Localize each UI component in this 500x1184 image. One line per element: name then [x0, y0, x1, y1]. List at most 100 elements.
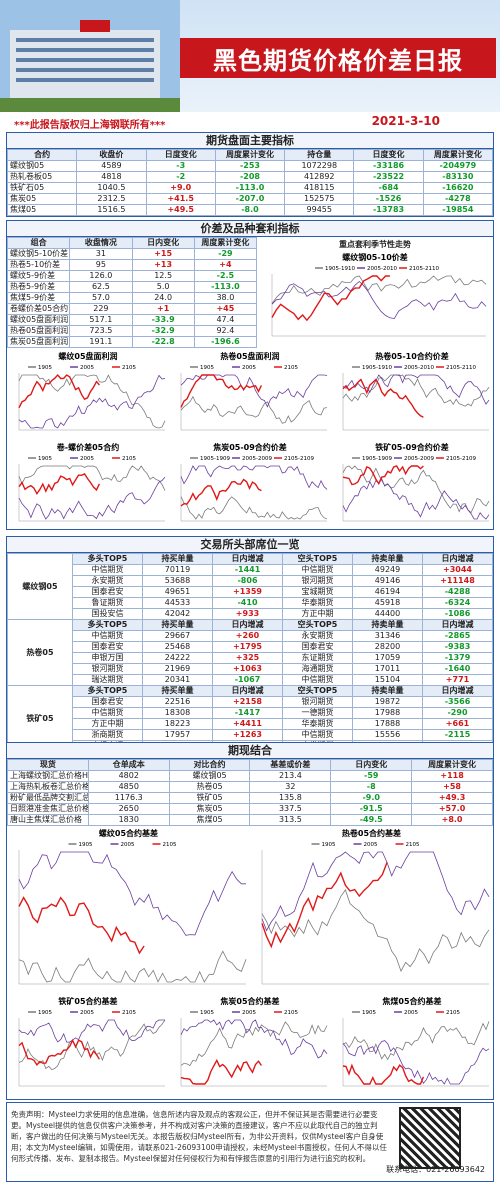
mini-chart: 热卷05合约基差 1905 2005 2105: [261, 828, 490, 985]
cell: +1263: [212, 729, 283, 741]
section-title: 期现结合: [7, 743, 493, 759]
header-cell: 日内增减: [422, 553, 493, 565]
cell: +933: [212, 608, 283, 620]
cell: 17988: [352, 707, 423, 719]
legend-label: 1905: [79, 842, 93, 848]
cell: -19854: [422, 204, 494, 216]
header-cell: 日内增减: [212, 619, 283, 631]
cell: 19872: [352, 696, 423, 708]
cell: -196.6: [193, 336, 258, 348]
header-cell: 收盘价: [76, 149, 147, 161]
cell: 1072298: [284, 160, 355, 172]
decor-line: [342, 477, 490, 520]
cell: 国泰君安: [72, 641, 143, 653]
seasonal-title: 重点套利季节性走势: [339, 240, 411, 249]
cell: -207.0: [214, 193, 286, 205]
cell: 华泰期货: [282, 597, 353, 609]
chart-title: 螺纹05盘面利润: [58, 351, 117, 361]
footer: 免责声明：Mysteel力求使用的信息准确，信息所述内容及观点的客观公正，但并不…: [6, 1102, 494, 1182]
legend-label: 1905-1910: [362, 365, 392, 371]
decor-line: [18, 374, 166, 429]
cell: 44400: [352, 608, 423, 620]
decor-line: [342, 374, 490, 405]
cell: 17888: [352, 718, 423, 730]
cell: 焦煤5-9价差: [6, 292, 71, 304]
cell: 418115: [284, 182, 355, 194]
header-cell: 现货: [7, 759, 89, 771]
mini-chart: 螺纹05盘面利润 1905 2005 2105: [18, 351, 166, 431]
decor-line: [271, 275, 487, 304]
cell: +9.0: [145, 182, 216, 194]
futures-table: 合约 收盘价 日度变化 周度累计变化 持仓量 日度变化 周度累计变化 螺纹钢05 4589 -3-…: [6, 149, 494, 216]
chart-title: 焦炭05合约基差: [219, 996, 279, 1006]
header-cell: 周度累计变化: [193, 237, 258, 249]
chart-title: 螺纹钢05-10价差: [342, 252, 408, 262]
cell: -4278: [422, 193, 494, 205]
cell: -16620: [422, 182, 494, 194]
cell: 4589: [76, 160, 147, 172]
legend-label: 1905-1910: [325, 266, 355, 272]
legend-label: 2005: [364, 842, 378, 848]
row: 上海螺纹钢汇总价格HRB400，20mm4802螺纹钢05213.4-59+11…: [7, 770, 493, 782]
cell: -59: [330, 770, 413, 782]
group-name: 热卷05: [7, 619, 73, 686]
header: 黑色期货价格价差日报: [0, 0, 500, 112]
cell: -6324: [422, 597, 493, 609]
cell: +15: [131, 248, 195, 260]
legend-label: 2105: [446, 1010, 460, 1016]
cell: 517.1: [69, 314, 133, 326]
cell: -23522: [353, 171, 424, 183]
legend-label: 2005: [242, 1010, 256, 1016]
row: 中信期货 70119 -1441 中信期货 49249 +3044: [8, 564, 493, 576]
cell: +45: [193, 303, 258, 315]
row: 永安期货 53688 -806 银河期货 49146 +11148: [8, 575, 493, 587]
copyright: ***此报告版权归上海钢联所有***: [14, 120, 166, 131]
row: 焦炭05 2312.5 +41.5 -207.0 152575 -1526 -4278: [6, 193, 494, 205]
section-title: 交易所头部席位一览: [7, 537, 493, 553]
chart-title: 热卷05-10合约价差: [375, 351, 449, 361]
decor-line: [261, 862, 388, 949]
legend-label: 2105: [122, 365, 136, 371]
cell: -208: [214, 171, 286, 183]
legend-label: 1905: [38, 1010, 52, 1016]
row: 方正中期 18223 +4411 华泰期货 17888 +661: [8, 718, 493, 730]
row: 焦炭05盘面利润 191.1 -22.8 -196.6: [6, 336, 258, 348]
header-row: 组合 收盘情况 日内变化 周度累计变化: [6, 237, 258, 249]
row: 焦煤05 1516.5 +49.5 -8.0 99455 -13783 -19854: [6, 204, 494, 216]
cell: 卷螺价差05合约: [6, 303, 71, 315]
cell: -1640: [422, 663, 493, 675]
cell: 31: [69, 248, 133, 260]
legend-label: 1905-1909: [200, 456, 230, 462]
cell: +1795: [212, 641, 283, 653]
header-cell: 日度变化: [353, 149, 424, 161]
row: 国泰君安 25468 +1795 国泰君安 28200 -9383: [8, 641, 493, 653]
cell: +2158: [212, 696, 283, 708]
cell: 焦煤05: [168, 814, 251, 826]
cell: 44533: [142, 597, 213, 609]
header-row: 铁矿05 多头TOP5 持买单量 日内增减 空头TOP5 持卖单量 日内增减: [7, 685, 493, 752]
cell: 70119: [142, 564, 213, 576]
legend-label: 2005-2009: [404, 456, 434, 462]
decor-line: [342, 374, 490, 407]
cell: 唐山主焦煤汇总价格: [7, 814, 89, 826]
cell: +8.0: [411, 814, 493, 826]
cell: 螺纹钢05: [6, 160, 78, 172]
header-cell: 合约: [6, 149, 78, 161]
row: 螺纹钢05 4589 -3 -253 1072298 -33186 -204979: [6, 160, 494, 172]
positions-section: 交易所头部席位一览 螺纹钢05 多头TOP5 持买单量 日内增减 空头TOP5 持卖单量日…: [6, 536, 494, 753]
cell: 1830: [87, 814, 170, 826]
cell: 4818: [76, 171, 147, 183]
cell: 15104: [352, 674, 423, 686]
cell: 49651: [142, 586, 213, 598]
header-cell: 日内变化: [131, 237, 195, 249]
header-row: 现货 仓单成本 对比合约 基差或价差 日内变化 周度累计变化: [7, 759, 493, 771]
cell: 12.5: [131, 270, 195, 282]
decor-line: [261, 851, 490, 932]
decor-line: [342, 465, 490, 514]
cell: 中信期货: [282, 729, 353, 741]
cell: -2.5: [193, 270, 258, 282]
header-cell: 持仓量: [284, 149, 355, 161]
chart-title: 焦煤05合约基差: [381, 996, 441, 1006]
